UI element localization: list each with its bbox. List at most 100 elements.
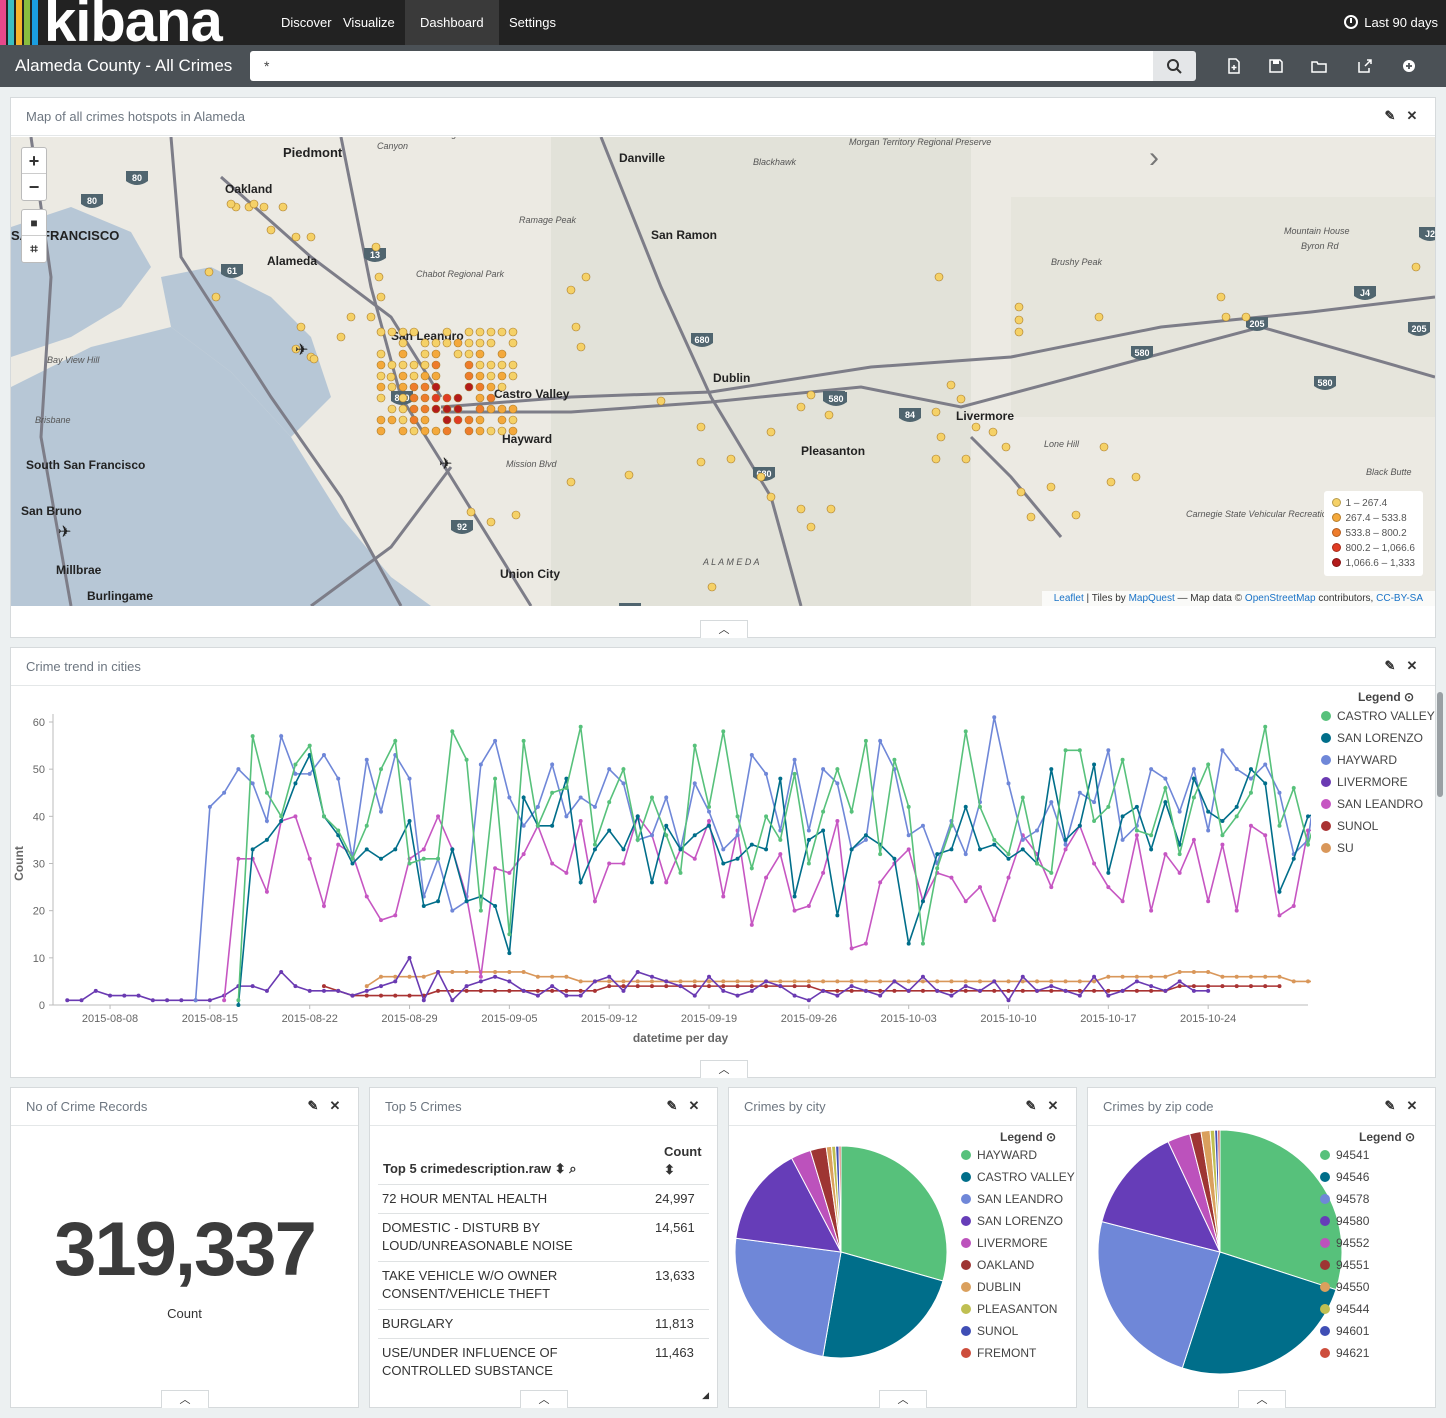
data-point[interactable] <box>436 856 441 861</box>
data-point[interactable] <box>507 870 512 875</box>
data-point[interactable] <box>1020 847 1025 852</box>
data-point[interactable] <box>792 979 797 984</box>
data-point[interactable] <box>407 993 412 998</box>
hotspot-marker[interactable] <box>486 404 496 414</box>
data-point[interactable] <box>607 828 612 833</box>
legend-item[interactable]: SAN LEANDRO <box>961 1192 1063 1206</box>
hotspot-marker[interactable] <box>766 492 776 502</box>
data-point[interactable] <box>878 880 883 885</box>
data-point[interactable] <box>578 724 583 729</box>
data-point[interactable] <box>578 988 583 993</box>
data-point[interactable] <box>1092 819 1097 824</box>
hotspot-marker[interactable] <box>806 390 816 400</box>
data-point[interactable] <box>436 899 441 904</box>
data-point[interactable] <box>735 979 740 984</box>
data-point[interactable] <box>1134 988 1139 993</box>
data-point[interactable] <box>707 984 712 989</box>
data-point[interactable] <box>707 809 712 814</box>
save-icon[interactable] <box>1267 57 1285 75</box>
data-point[interactable] <box>1248 790 1253 795</box>
data-point[interactable] <box>578 993 583 998</box>
data-point[interactable] <box>1106 993 1111 998</box>
data-point[interactable] <box>1177 979 1182 984</box>
legend-item[interactable]: CASTRO VALLEY <box>1321 709 1435 723</box>
data-point[interactable] <box>464 988 469 993</box>
hotspot-marker[interactable] <box>956 394 966 404</box>
hotspot-marker[interactable] <box>508 327 518 337</box>
hotspot-marker[interactable] <box>431 360 441 370</box>
data-point[interactable] <box>1134 828 1139 833</box>
data-point[interactable] <box>1206 899 1211 904</box>
data-point[interactable] <box>1092 988 1097 993</box>
pie-slice[interactable] <box>838 1145 842 1253</box>
data-point[interactable] <box>607 974 612 979</box>
data-point[interactable] <box>108 993 113 998</box>
data-point[interactable] <box>207 804 212 809</box>
data-point[interactable] <box>1277 984 1282 989</box>
data-point[interactable] <box>1306 979 1310 984</box>
data-point[interactable] <box>692 833 697 838</box>
data-point[interactable] <box>379 974 384 979</box>
data-point[interactable] <box>935 988 940 993</box>
hotspot-marker[interactable] <box>464 426 474 436</box>
hotspot-marker[interactable] <box>946 380 956 390</box>
data-point[interactable] <box>863 833 868 838</box>
hotspot-marker[interactable] <box>420 426 430 436</box>
data-point[interactable] <box>264 988 269 993</box>
hotspot-marker[interactable] <box>366 312 376 322</box>
hotspot-marker[interactable] <box>497 415 507 425</box>
data-point[interactable] <box>379 984 384 989</box>
data-point[interactable] <box>963 852 968 857</box>
data-point[interactable] <box>735 984 740 989</box>
data-point[interactable] <box>1077 993 1082 998</box>
share-icon[interactable] <box>1356 57 1374 75</box>
hotspot-marker[interactable] <box>266 225 276 235</box>
hotspot-marker[interactable] <box>387 415 397 425</box>
data-point[interactable] <box>550 984 555 989</box>
data-point[interactable] <box>906 979 911 984</box>
data-point[interactable] <box>1049 767 1054 772</box>
hotspot-marker[interactable] <box>409 382 419 392</box>
hotspot-marker[interactable] <box>464 349 474 359</box>
hotspot-marker[interactable] <box>398 349 408 359</box>
hotspot-marker[interactable] <box>291 344 301 354</box>
data-point[interactable] <box>193 998 198 1003</box>
data-point[interactable] <box>250 984 255 989</box>
data-point[interactable] <box>1120 899 1125 904</box>
map-canvas[interactable]: Piedmont Oakland SAN FRANCISCO Alameda San L… <box>11 137 1435 606</box>
hotspot-marker[interactable] <box>1216 292 1226 302</box>
data-point[interactable] <box>350 993 355 998</box>
data-point[interactable] <box>1263 984 1268 989</box>
legend-item[interactable]: 94546 <box>1320 1170 1369 1184</box>
data-point[interactable] <box>493 738 498 743</box>
data-point[interactable] <box>1263 974 1268 979</box>
data-point[interactable] <box>607 979 612 984</box>
data-point[interactable] <box>592 979 597 984</box>
collapse-toggle[interactable]: ︿ <box>520 1390 568 1408</box>
data-point[interactable] <box>1248 974 1253 979</box>
data-point[interactable] <box>721 894 726 899</box>
data-point[interactable] <box>592 804 597 809</box>
data-point[interactable] <box>849 984 854 989</box>
data-point[interactable] <box>222 790 227 795</box>
data-point[interactable] <box>792 757 797 762</box>
data-point[interactable] <box>393 993 398 998</box>
data-point[interactable] <box>607 861 612 866</box>
hotspot-marker[interactable] <box>1016 487 1026 497</box>
data-point[interactable] <box>564 776 569 781</box>
data-point[interactable] <box>1248 767 1253 772</box>
data-point[interactable] <box>707 979 712 984</box>
data-point[interactable] <box>649 833 654 838</box>
data-point[interactable] <box>364 823 369 828</box>
data-point[interactable] <box>222 998 227 1003</box>
data-point[interactable] <box>279 969 284 974</box>
data-point[interactable] <box>550 988 555 993</box>
hotspot-marker[interactable] <box>464 360 474 370</box>
data-point[interactable] <box>1077 790 1082 795</box>
data-point[interactable] <box>749 984 754 989</box>
data-point[interactable] <box>1120 974 1125 979</box>
data-point[interactable] <box>592 842 597 847</box>
data-point[interactable] <box>293 814 298 819</box>
data-point[interactable] <box>764 771 769 776</box>
data-point[interactable] <box>1077 988 1082 993</box>
